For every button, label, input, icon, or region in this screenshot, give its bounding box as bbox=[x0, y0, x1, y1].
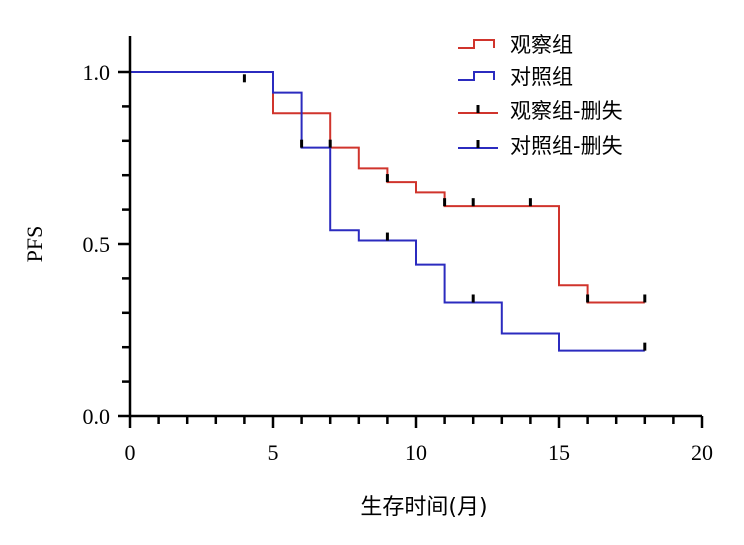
x-tick-label-3: 15 bbox=[548, 440, 570, 465]
legend-label-0: 观察组 bbox=[510, 33, 573, 57]
x-tick-label-0: 0 bbox=[125, 440, 136, 465]
chart-axes: 0.0 0.5 1.0 0 5 10 15 20 生存时间(月) PFS bbox=[22, 36, 713, 520]
y-tick-label-1: 0.5 bbox=[83, 232, 111, 257]
x-tick-label-1: 5 bbox=[268, 440, 279, 465]
series-line-0 bbox=[130, 71, 645, 304]
chart-marks bbox=[130, 71, 647, 352]
y-axis-title: PFS bbox=[22, 226, 47, 263]
legend-censor-label-1: 对照组-删失 bbox=[510, 134, 623, 158]
x-tick-label-2: 10 bbox=[405, 440, 427, 465]
legend-swatch-0 bbox=[458, 39, 495, 49]
y-tick-label-2: 1.0 bbox=[83, 60, 111, 85]
legend-censor-label-0: 观察组-删失 bbox=[510, 99, 623, 123]
legend-swatch-1 bbox=[458, 71, 495, 81]
x-axis-title: 生存时间(月) bbox=[360, 495, 487, 520]
y-tick-label-0: 0.0 bbox=[83, 404, 111, 429]
x-tick-label-4: 20 bbox=[691, 440, 713, 465]
legend-label-1: 对照组 bbox=[510, 65, 573, 89]
